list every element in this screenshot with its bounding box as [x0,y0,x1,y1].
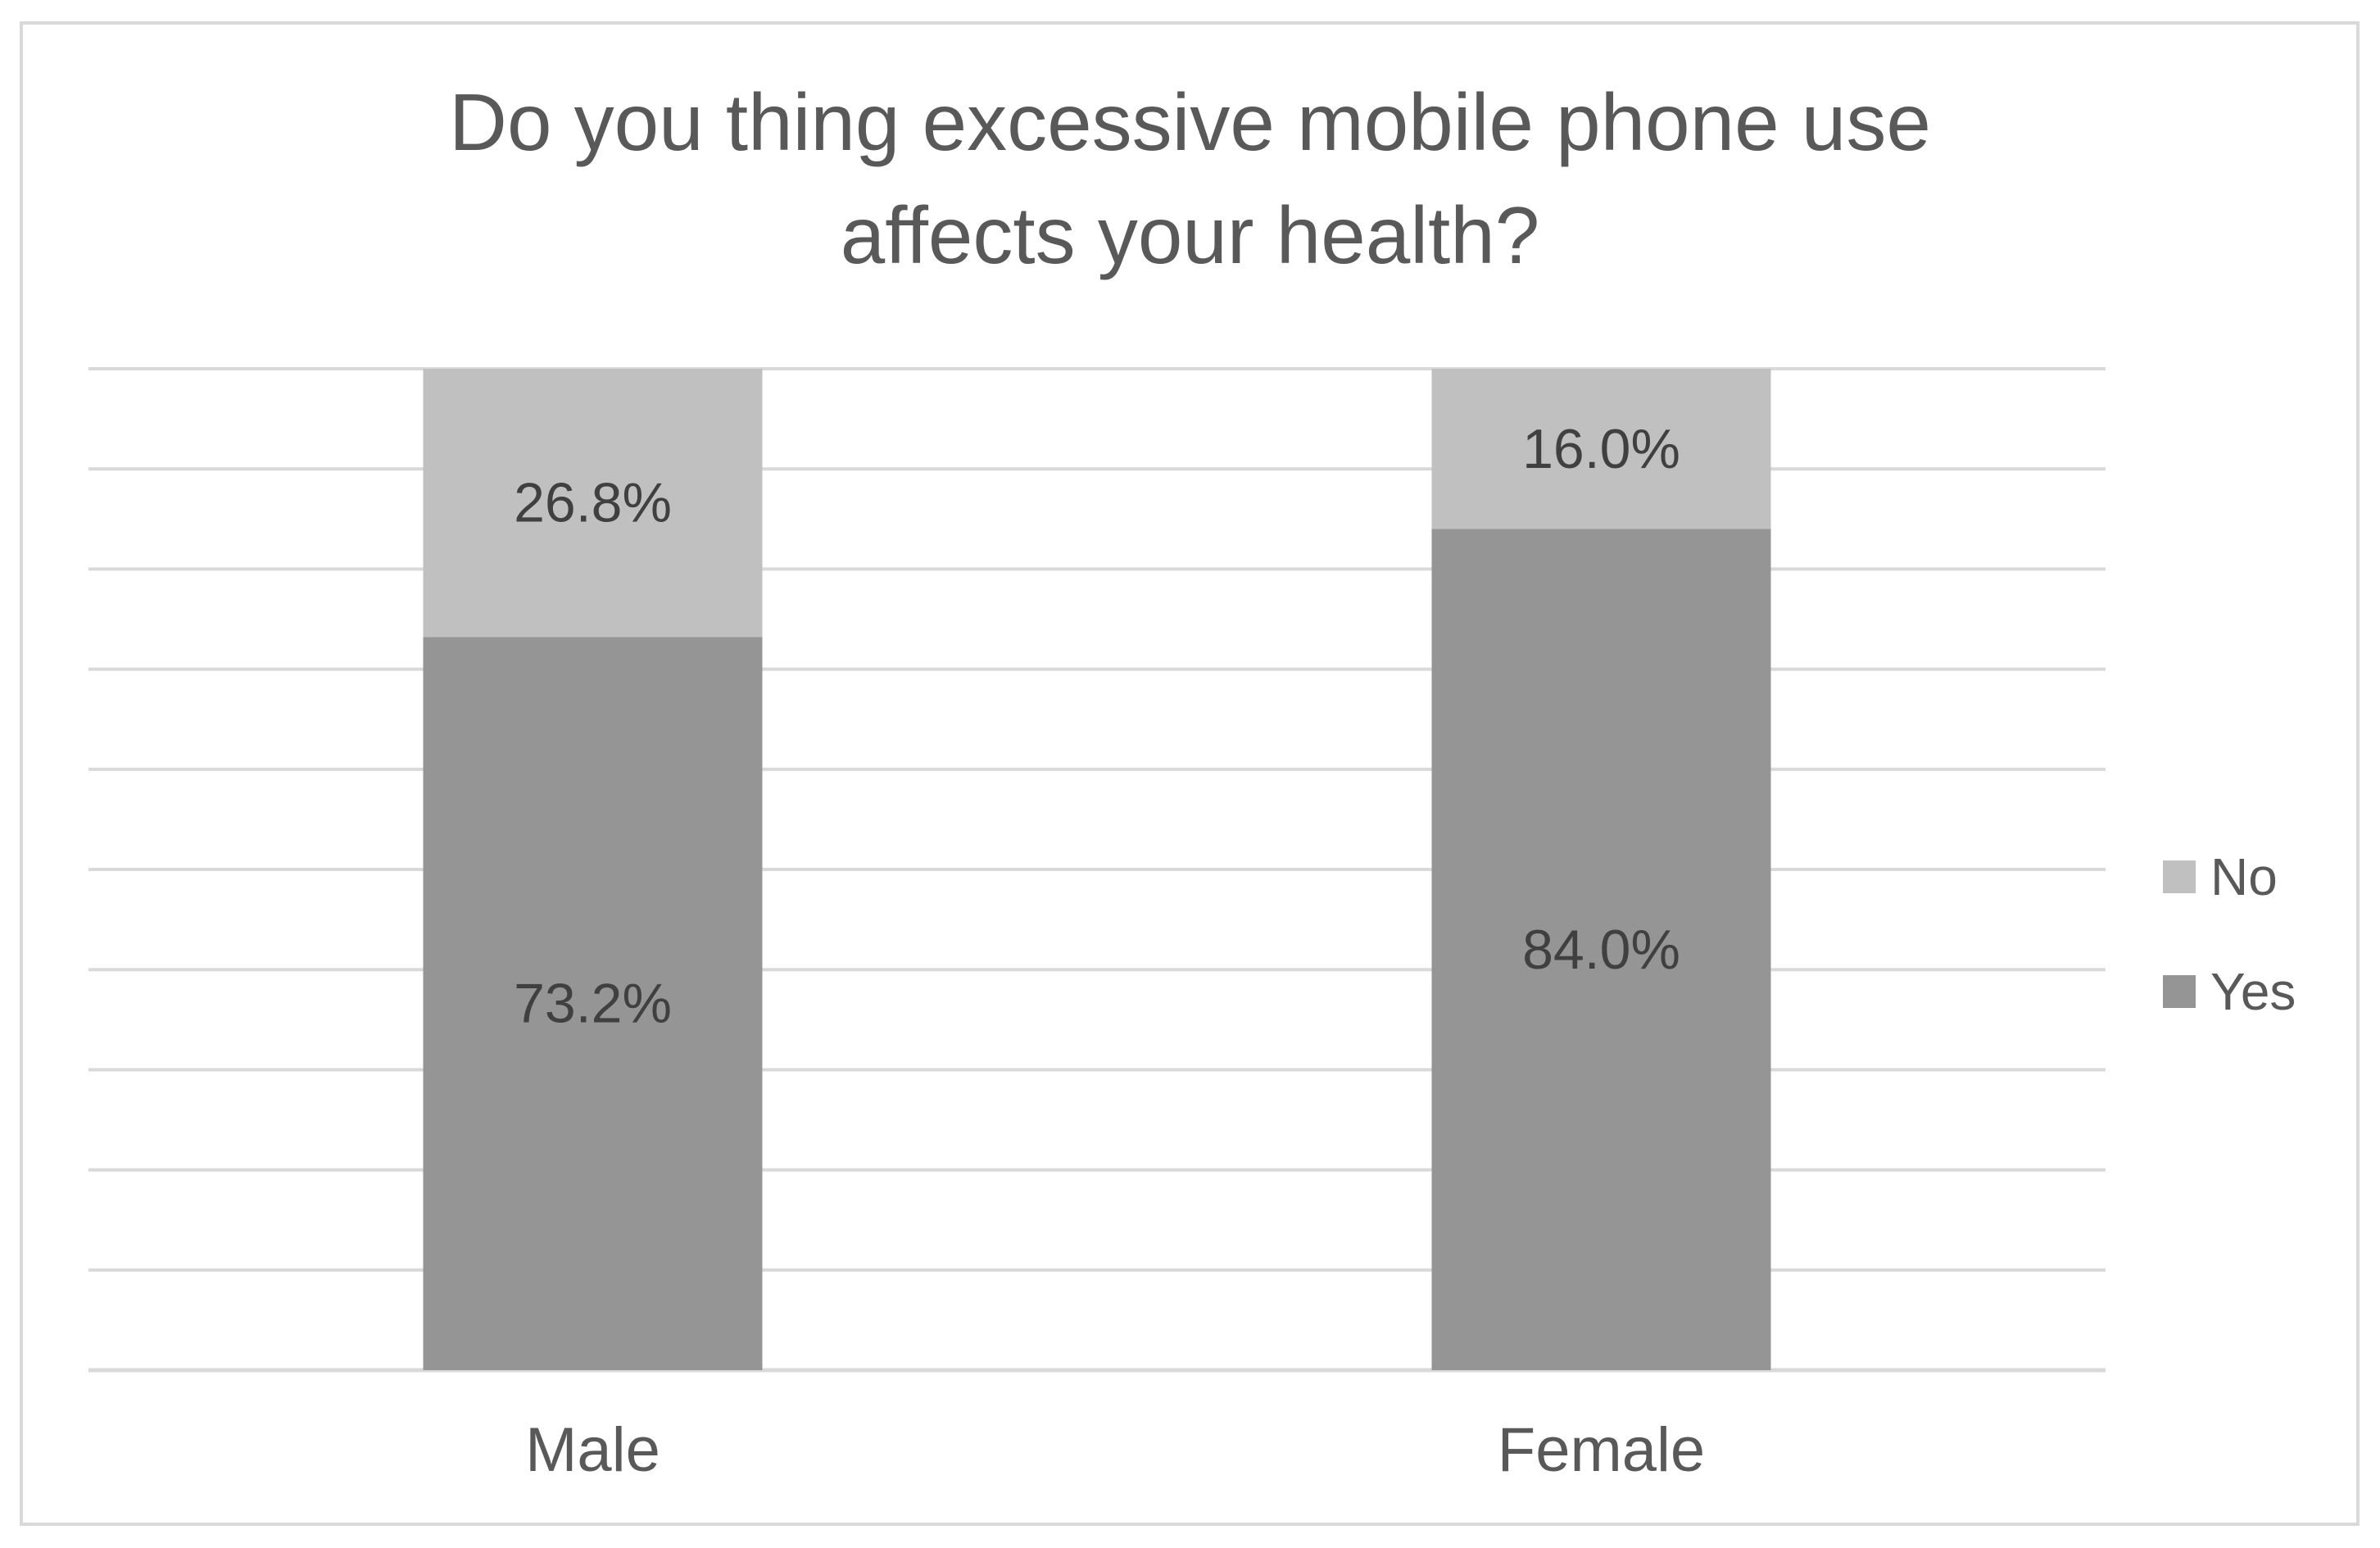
x-tick-label: Male [525,1415,660,1485]
data-label: 26.8% [514,472,672,534]
chart-frame [20,21,2360,1526]
legend-swatch [2163,860,2196,893]
data-label: 16.0% [1522,418,1680,480]
data-label: 84.0% [1522,919,1680,981]
legend-label: No [2210,847,2278,906]
legend-item-no: No [2163,819,2296,934]
chart-title-line: Do you thing excessive mobile phone use [449,77,1931,167]
bar-no-male [423,369,763,638]
legend-label: Yes [2210,962,2296,1021]
x-axis: Male Female [525,1415,1705,1485]
bar-no-female [1431,369,1771,529]
gridlines [88,367,2106,1373]
data-labels: 73.2% 26.8% 84.0% 16.0% [514,418,1680,1035]
legend-swatch [2163,975,2196,1008]
bar-yes-female [1431,529,1771,1370]
bar-yes-male [423,637,763,1370]
chart-title-line: affects your health? [840,190,1540,280]
chart-title: Do you thing excessive mobile phone use a… [0,66,2380,292]
bars [423,369,1771,1370]
legend: No Yes [2163,819,2296,1049]
data-label: 73.2% [514,973,672,1035]
x-tick-label: Female [1498,1415,1705,1485]
legend-item-yes: Yes [2163,934,2296,1049]
